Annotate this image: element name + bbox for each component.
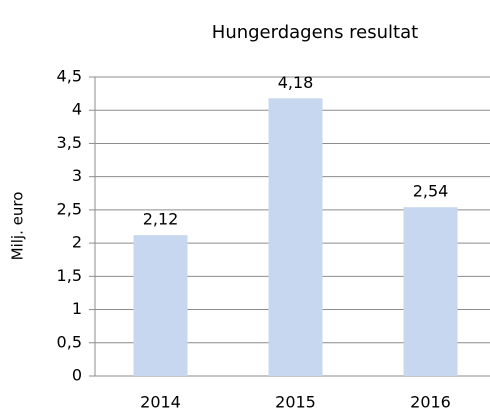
bar <box>403 207 458 376</box>
y-tick-label: 2,5 <box>57 199 82 218</box>
x-tick-label: 2016 <box>410 393 451 412</box>
bar <box>133 235 188 376</box>
x-tick-label: 2014 <box>140 393 181 412</box>
y-tick-label: 3,5 <box>57 133 82 152</box>
y-tick-label: 0,5 <box>57 332 82 351</box>
data-label: 2,12 <box>143 210 179 229</box>
y-tick-label: 4 <box>72 100 82 119</box>
bar <box>268 98 323 377</box>
y-tick-label: 1 <box>72 299 82 318</box>
y-tick-label: 1,5 <box>57 266 82 285</box>
y-tick-label: 0 <box>72 366 82 385</box>
chart-title: Hungerdagens resultat <box>212 22 418 43</box>
data-label: 4,18 <box>278 73 314 92</box>
x-tick-label: 2015 <box>275 393 316 412</box>
y-tick-label: 4,5 <box>57 67 82 86</box>
y-axis-label: Milj. euro <box>9 192 27 261</box>
y-tick-label: 3 <box>72 166 82 185</box>
data-label: 2,54 <box>413 182 449 201</box>
y-tick-label: 2 <box>72 233 82 252</box>
